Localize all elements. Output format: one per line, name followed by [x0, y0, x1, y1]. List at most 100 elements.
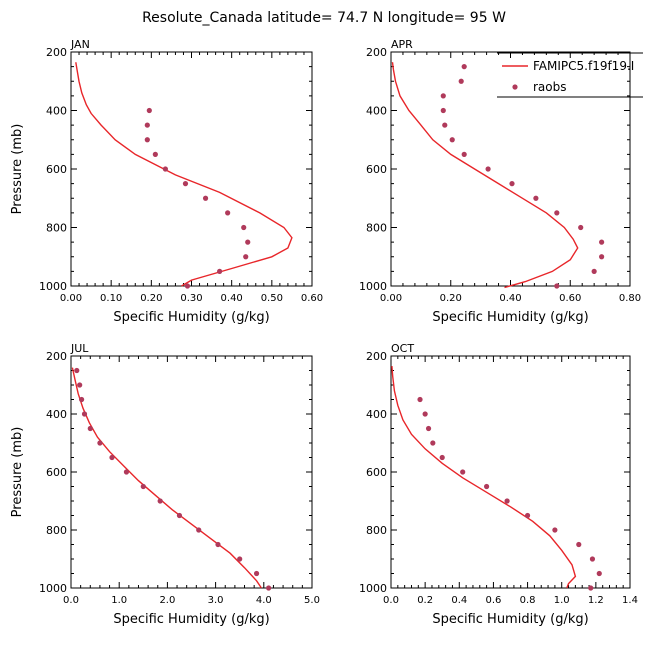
y-tick-label: 800: [366, 524, 387, 537]
obs-point: [109, 454, 115, 461]
legend-obs-marker: [512, 84, 518, 90]
x-tick-label: 0.4: [451, 595, 467, 606]
plot-frame: [70, 355, 313, 589]
obs-point: [576, 541, 582, 548]
y-tick-label: 600: [366, 466, 387, 479]
obs-point: [176, 512, 183, 519]
y-tick-label: 1000: [39, 280, 67, 293]
y-tick-label: 200: [366, 350, 387, 363]
obs-point: [77, 382, 83, 388]
obs-point: [81, 411, 88, 417]
y-tick-label: 1000: [359, 582, 387, 595]
obs-point: [589, 556, 596, 562]
model-profile-line: [75, 62, 293, 287]
x-axis-label: Specific Humidity (g/kg): [113, 310, 269, 325]
obs-point: [202, 195, 209, 201]
y-tick-label: 1000: [39, 582, 67, 595]
x-tick-label: 5.0: [304, 595, 320, 606]
obs-point: [123, 469, 130, 475]
y-tick-label: 1000: [359, 280, 387, 293]
x-tick-label: 3.0: [208, 595, 224, 606]
x-axis-label: Specific Humidity (g/kg): [432, 612, 588, 627]
x-tick-label: 0.40: [499, 293, 521, 304]
obs-point: [184, 283, 191, 289]
y-tick-label: 400: [46, 105, 67, 118]
obs-point: [504, 498, 510, 504]
panel-label: JAN: [70, 38, 90, 51]
obs-point: [237, 556, 243, 562]
x-tick-label: 0.2: [417, 595, 433, 606]
panel-jan: 0.00 0.10 0.20 0.30 0.40 0.50 0.60 200 400 600 800…: [10, 38, 323, 325]
y-tick-label: 200: [46, 46, 67, 59]
x-axis-label: Specific Humidity (g/kg): [113, 612, 269, 627]
plot-frame: [70, 51, 313, 287]
panel-label: OCT: [391, 342, 414, 355]
obs-point: [140, 483, 146, 490]
obs-point: [253, 570, 260, 577]
x-tick-label: 0.30: [180, 293, 202, 304]
y-axis-label: Pressure (mb): [10, 124, 25, 215]
obs-point: [484, 483, 490, 490]
obs-point: [509, 181, 515, 187]
y-tick-label: 400: [366, 408, 387, 421]
obs-point: [554, 210, 560, 216]
obs-point: [422, 411, 428, 417]
plot-frame: [390, 355, 631, 589]
panel-apr: 0.00 0.20 0.40 0.60 0.80 200 400 600 800 1000 APR S…: [359, 38, 641, 325]
x-tick-label: 1.2: [588, 595, 604, 606]
obs-point: [215, 541, 221, 548]
obs-point: [578, 224, 584, 231]
y-tick-label: 600: [46, 163, 67, 176]
obs-point: [157, 498, 163, 504]
x-tick-label: 1.0: [111, 595, 127, 606]
y-axis-label: Pressure (mb): [10, 427, 25, 518]
panel-label: JUL: [70, 342, 89, 355]
model-profile-line: [71, 367, 262, 589]
obs-point: [79, 396, 85, 403]
x-tick-label: 4.0: [256, 595, 272, 606]
y-tick-label: 200: [366, 46, 387, 59]
x-tick-label: 1.4: [622, 595, 638, 606]
x-tick-label: 0.50: [261, 293, 283, 304]
obs-point: [425, 425, 432, 432]
obs-point: [588, 585, 594, 591]
obs-point: [146, 107, 152, 114]
model-profile-line: [391, 62, 579, 289]
obs-point: [417, 396, 423, 403]
x-axis-label: Specific Humidity (g/kg): [432, 310, 588, 325]
obs-point: [162, 166, 168, 172]
obs-point: [225, 210, 231, 216]
obs-point: [599, 254, 605, 260]
x-tick-label: 0.0: [383, 595, 399, 606]
y-tick-label: 600: [46, 466, 67, 479]
panel-jul: 0.0 1.0 2.0 3.0 4.0 5.0 200 400 600 800 1000 JUL Spe…: [10, 342, 320, 627]
obs-point: [552, 527, 558, 533]
y-tick-label: 200: [46, 350, 67, 363]
obs-point: [217, 268, 223, 274]
obs-point: [245, 239, 251, 245]
legend: FAMIPC5.f19f19.I raobs: [497, 52, 643, 98]
x-tick-label: 0.40: [221, 293, 243, 304]
obs-point: [440, 107, 446, 114]
x-tick-label: 0.8: [520, 595, 536, 606]
x-tick-label: 0.60: [559, 293, 581, 304]
y-tick-label: 800: [46, 222, 67, 235]
obs-point: [144, 137, 150, 143]
legend-model-label: FAMIPC5.f19f19.I: [533, 59, 634, 73]
model-profile-line: [391, 366, 577, 589]
obs-point: [87, 425, 93, 432]
panel-oct: 0.0 0.2 0.4 0.6 0.8 1.0 1.2 1.4 200 400 600 800 1000…: [359, 342, 638, 627]
obs-point: [439, 454, 445, 461]
y-tick-label: 800: [46, 524, 67, 537]
x-tick-label: 0.20: [140, 293, 162, 304]
obs-point: [596, 570, 602, 577]
obs-point: [241, 224, 247, 231]
obs-point: [430, 440, 436, 446]
obs-point: [461, 64, 467, 70]
obs-point: [182, 181, 189, 187]
x-tick-label: 0.00: [380, 293, 402, 304]
x-tick-label: 0.6: [485, 595, 501, 606]
y-tick-label: 800: [366, 222, 387, 235]
x-tick-label: 0.0: [63, 595, 79, 606]
